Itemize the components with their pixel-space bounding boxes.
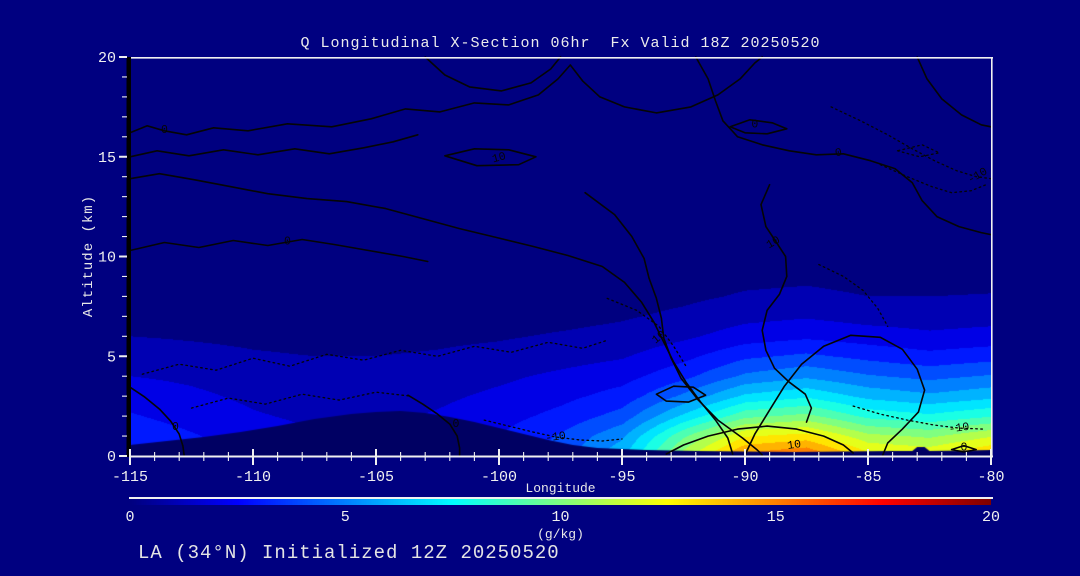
colorbar-tick-label: 0 (125, 509, 135, 526)
y-tick-label: 10 (98, 250, 116, 267)
colorbar-canvas (130, 499, 991, 505)
x-axis-title: Longitude (525, 481, 596, 496)
y-tick-label: 5 (107, 349, 116, 366)
q-field-canvas (130, 57, 991, 456)
y-tick-label: 20 (98, 50, 116, 67)
colorbar-unit-label: (g/kg) (537, 527, 584, 542)
colorbar-tick-label: 5 (340, 509, 350, 526)
init-time-label: LA (34°N) Initialized 12Z 20250520 (138, 542, 560, 564)
y-axis-title: Altitude (km) (81, 194, 97, 318)
y-tick-label: 15 (98, 150, 116, 167)
colorbar-tick-label: 15 (766, 509, 785, 526)
colorbar-tick-labels: 0 5 10 15 20 (125, 509, 1000, 527)
colorbar-tick-label: 20 (981, 509, 1001, 526)
colorbar-tick-label: 10 (551, 509, 570, 526)
y-tick-label: 0 (107, 449, 116, 466)
colorbar-top-border (129, 497, 993, 499)
chart-title: Q Longitudinal X-Section 06hr Fx Valid 1… (300, 35, 821, 52)
